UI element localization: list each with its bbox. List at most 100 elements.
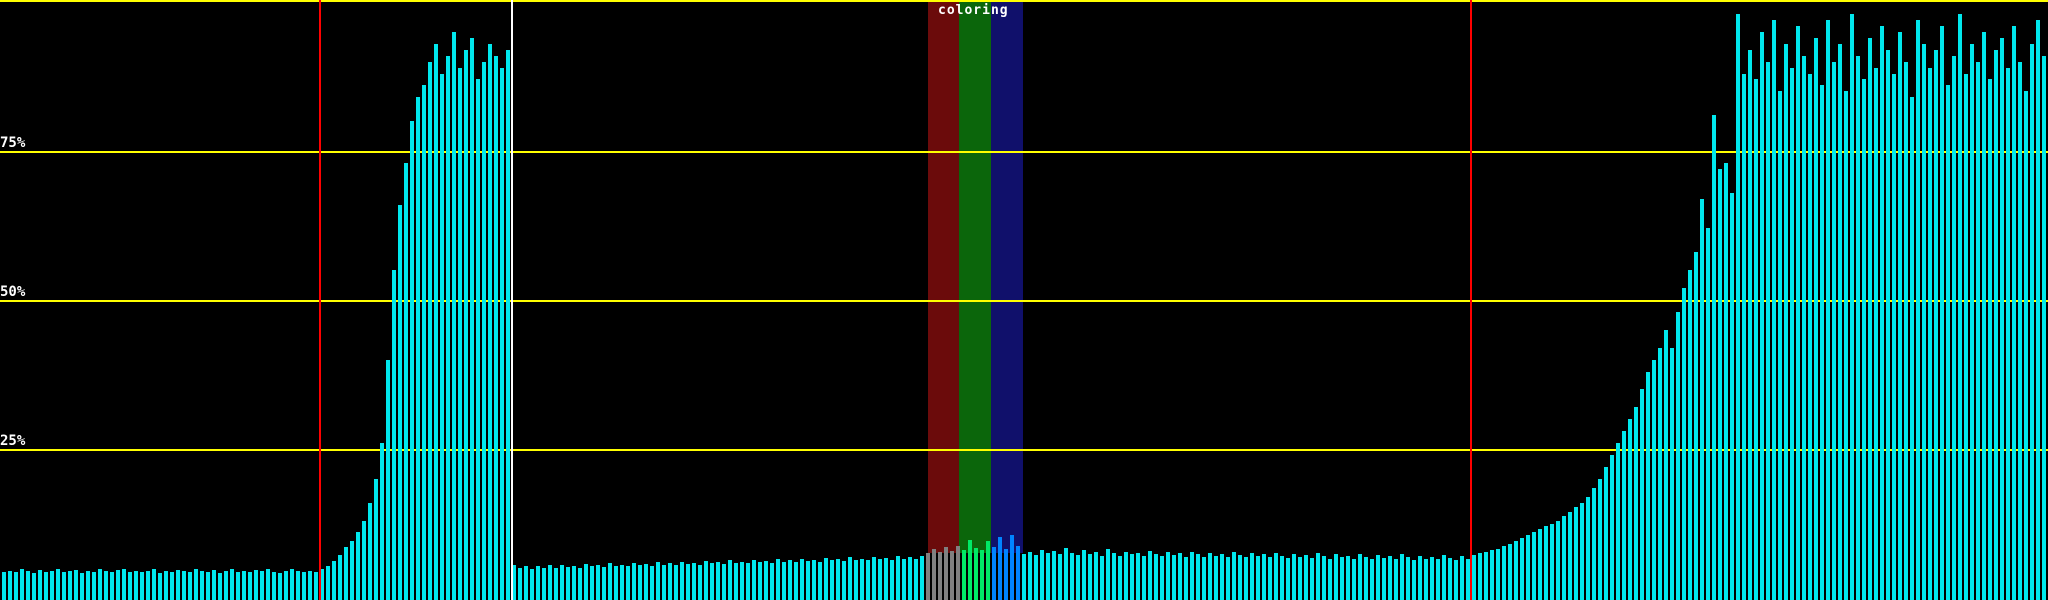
histogram-bar [752,560,756,600]
histogram-bar [1802,56,1806,600]
histogram-bar [1718,169,1722,600]
histogram-bar [1208,553,1212,600]
histogram-bar [242,571,246,600]
histogram-bar [1238,555,1242,600]
histogram-bar [1394,559,1398,600]
histogram-bar [1106,549,1110,600]
histogram-bar [1550,524,1554,600]
histogram-bar [1442,555,1446,600]
histogram-bar [1010,535,1014,600]
histogram-bar [152,569,156,600]
histogram-bar [1736,14,1740,600]
histogram-bar [878,559,882,600]
histogram-bar [332,561,336,600]
histogram-bar [374,479,378,600]
histogram-bar [404,163,408,600]
histogram-bar [554,568,558,600]
histogram-bar [1658,348,1662,600]
histogram-bar [158,573,162,600]
red-cursor-line-right[interactable] [1470,0,1472,600]
histogram-bar [224,571,228,600]
histogram-bar [1436,559,1440,600]
histogram-bar [1196,554,1200,600]
histogram-bar [1826,20,1830,600]
histogram-bar [2000,38,2004,600]
histogram-bar [1244,557,1248,600]
histogram-bar [740,562,744,600]
histogram-bar [1730,193,1734,600]
histogram-bar [254,570,258,600]
histogram-bar [812,560,816,600]
histogram-bar [1412,560,1416,600]
histogram-bar [488,44,492,600]
histogram-bar [1232,552,1236,600]
histogram-bar [1958,14,1962,600]
histogram-bar [1670,348,1674,600]
histogram-bar [860,559,864,600]
histogram-bar [422,85,426,600]
histogram-bar [260,571,264,600]
histogram-bar [1472,555,1476,600]
histogram-bar [68,571,72,600]
histogram-bar [698,565,702,600]
histogram-bar [248,572,252,600]
histogram-bar [644,564,648,600]
red-cursor-line-left[interactable] [319,0,321,600]
histogram-bar [1172,555,1176,600]
histogram-bar [764,561,768,600]
histogram-bar [1268,557,1272,600]
histogram-bar [1940,26,1944,600]
histogram-bar [1388,556,1392,600]
histogram-bar [584,564,588,600]
histogram-bar [362,521,366,600]
histogram-bar [1820,85,1824,600]
histogram-bar [86,571,90,600]
histogram-bar [344,547,348,600]
histogram-bar [800,559,804,600]
histogram-bar [968,540,972,600]
histogram-bar [596,565,600,600]
histogram-bar [506,50,510,600]
histogram-bar [1502,546,1506,600]
histogram-bar [272,572,276,600]
histogram-bar [650,566,654,600]
histogram-bar [1568,512,1572,600]
histogram-bar [26,571,30,600]
histogram-bar [1352,559,1356,600]
histogram-bar [1376,555,1380,600]
white-cursor-line[interactable] [511,0,513,600]
histogram-bar [1304,555,1308,600]
histogram-bar [1130,554,1134,600]
histogram-bar [314,572,318,600]
histogram-bar [1142,556,1146,600]
histogram-bar [338,555,342,600]
histogram-bar [1778,91,1782,600]
histogram-bar [1796,26,1800,600]
histogram-bar [806,561,810,600]
histogram-bar [92,572,96,600]
histogram-bar [1100,556,1104,600]
histogram-bar [1592,488,1596,600]
histogram-bar [1946,85,1950,600]
histogram-bar [1298,557,1302,600]
histogram-bar [1880,26,1884,600]
histogram-bar [1190,552,1194,600]
histogram-bar [1520,538,1524,600]
histogram-bar [1898,32,1902,600]
histogram-bar [1046,553,1050,600]
histogram-bar [1622,431,1626,600]
histogram-bar [74,570,78,600]
histogram-bar [218,573,222,600]
histogram-bar [1166,552,1170,600]
histogram-bar [956,546,960,600]
histogram-bar [1556,521,1560,600]
histogram-bar [986,541,990,600]
gridline-75-percent [0,151,2048,153]
histogram-bar [1580,503,1584,600]
histogram-bar [890,560,894,600]
histogram-bar [914,559,918,600]
histogram-bar [1544,526,1548,600]
histogram-bar [1976,62,1980,600]
histogram-bar [188,572,192,600]
